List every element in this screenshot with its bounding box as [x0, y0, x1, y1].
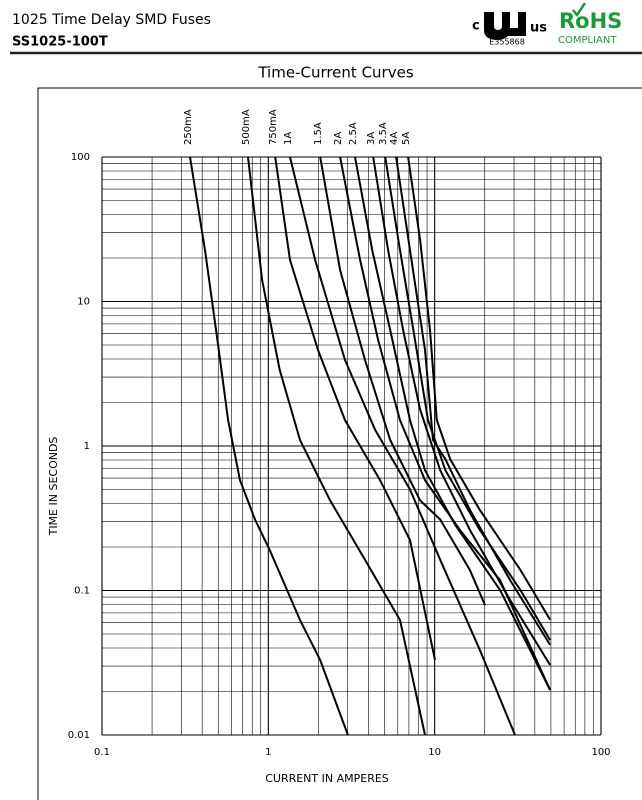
ul-mark — [484, 12, 526, 40]
y-tick-label: 100 — [71, 152, 90, 163]
rohs-text: RoHS — [559, 9, 622, 33]
y-tick-label: 0.01 — [68, 730, 90, 741]
curve — [289, 156, 516, 736]
y-tick-label: 0.1 — [74, 586, 90, 597]
ul-file: E355868 — [489, 38, 525, 47]
ul-logo: c us E355868 — [472, 12, 547, 47]
chart-frame — [37, 87, 642, 800]
curve — [395, 156, 551, 646]
curve — [354, 156, 551, 691]
rohs-sub: COMPLIANT — [558, 35, 617, 46]
y-axis-label: TIME IN SECONDS — [47, 437, 60, 537]
x-axis-label: CURRENT IN AMPERES — [265, 772, 389, 785]
curve — [247, 156, 426, 736]
x-tick-label: 100 — [591, 747, 610, 758]
curve-label: 3A — [366, 132, 377, 145]
curve — [274, 156, 436, 661]
curve-label: 2A — [333, 132, 344, 145]
curve-label: 2.5A — [348, 122, 359, 145]
curve-label: 250mA — [183, 109, 194, 145]
curve-label: 4A — [389, 132, 400, 145]
curve-label: 3.5A — [378, 122, 389, 145]
rohs-check — [572, 2, 587, 18]
curve — [407, 156, 551, 621]
x-tick-label: 1 — [265, 747, 271, 758]
curve-label: 5A — [401, 132, 412, 145]
curve — [319, 156, 487, 606]
x-tick-label: 0.1 — [94, 747, 110, 758]
curve-label: 1A — [283, 132, 294, 145]
part-number: SS1025-100T — [12, 35, 108, 50]
ul-us: us — [530, 21, 547, 36]
curve-label: 750mA — [268, 109, 279, 145]
rohs-logo: RoHS COMPLIANT — [558, 2, 622, 46]
chart-title: Time-Current Curves — [257, 64, 413, 82]
curve-label: 500mA — [241, 109, 252, 145]
curve — [189, 156, 349, 736]
ul-c: c — [472, 19, 480, 34]
x-tick-label: 10 — [428, 747, 441, 758]
y-tick-label: 1 — [84, 441, 90, 452]
y-tick-label: 10 — [77, 297, 90, 308]
curve-label: 1.5A — [313, 122, 324, 145]
doc-title: 1025 Time Delay SMD Fuses — [12, 12, 211, 28]
curve — [372, 156, 551, 666]
